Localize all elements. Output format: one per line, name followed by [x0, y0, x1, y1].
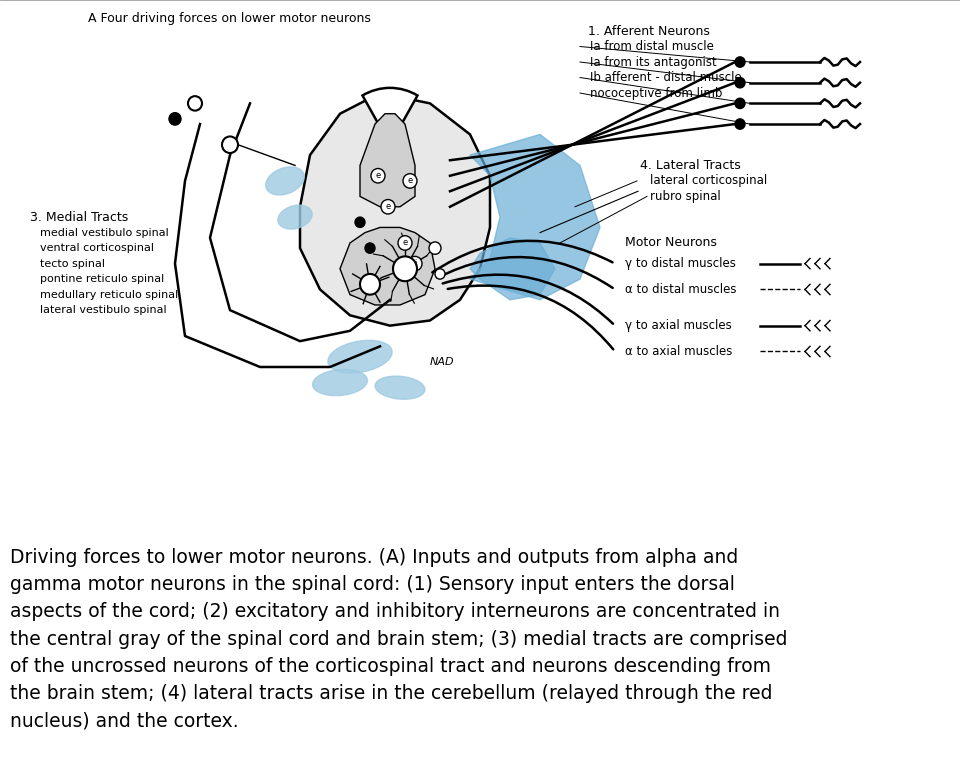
Polygon shape [300, 93, 490, 326]
Text: lateral corticospinal: lateral corticospinal [650, 174, 767, 187]
Text: A Four driving forces on lower motor neurons: A Four driving forces on lower motor neu… [88, 12, 371, 25]
Text: α to axial muscles: α to axial muscles [625, 345, 732, 358]
Ellipse shape [375, 376, 425, 400]
Text: lateral vestibulo spinal: lateral vestibulo spinal [40, 305, 167, 315]
Circle shape [360, 274, 380, 295]
Text: medial vestibulo spinal: medial vestibulo spinal [40, 228, 169, 237]
Circle shape [355, 217, 365, 228]
Circle shape [169, 113, 181, 125]
Text: 3. Medial Tracts: 3. Medial Tracts [30, 211, 129, 224]
Ellipse shape [266, 167, 304, 195]
Circle shape [403, 174, 417, 188]
Circle shape [735, 78, 745, 88]
Circle shape [222, 136, 238, 153]
Ellipse shape [277, 205, 312, 229]
Polygon shape [470, 135, 600, 300]
Circle shape [393, 256, 417, 282]
Text: rubro spinal: rubro spinal [650, 190, 721, 203]
Text: Driving forces to lower motor neurons. (A) Inputs and outputs from alpha and
gam: Driving forces to lower motor neurons. (… [10, 548, 787, 731]
Text: medullary reticulo spinal: medullary reticulo spinal [40, 290, 179, 300]
Text: i: i [414, 260, 417, 268]
Circle shape [735, 98, 745, 109]
Wedge shape [363, 88, 418, 145]
Polygon shape [340, 228, 435, 305]
Text: e: e [385, 202, 391, 212]
Text: e: e [402, 238, 408, 247]
Ellipse shape [313, 369, 368, 396]
Circle shape [408, 256, 422, 271]
Text: tecto spinal: tecto spinal [40, 259, 105, 269]
Text: Ib afferent - distal muscle: Ib afferent - distal muscle [590, 71, 742, 84]
Text: γ to axial muscles: γ to axial muscles [625, 319, 732, 332]
Polygon shape [470, 237, 555, 300]
Text: Motor Neurons: Motor Neurons [625, 237, 717, 250]
Ellipse shape [328, 340, 392, 373]
Polygon shape [360, 113, 415, 207]
Circle shape [381, 199, 395, 214]
Circle shape [435, 269, 445, 279]
Circle shape [365, 243, 375, 253]
Text: Ia from distal muscle: Ia from distal muscle [590, 40, 714, 53]
Text: e: e [375, 171, 380, 180]
Circle shape [429, 242, 441, 254]
Text: ventral corticospinal: ventral corticospinal [40, 243, 154, 253]
Circle shape [398, 236, 412, 250]
Circle shape [735, 57, 745, 67]
Text: 1. Afferent Neurons: 1. Afferent Neurons [588, 24, 709, 37]
Circle shape [371, 168, 385, 183]
Text: α to distal muscles: α to distal muscles [625, 283, 736, 296]
Text: γ to distal muscles: γ to distal muscles [625, 257, 736, 270]
Text: pontine reticulo spinal: pontine reticulo spinal [40, 274, 164, 284]
Text: Ia from its antagonist: Ia from its antagonist [590, 56, 717, 68]
Text: 4. Lateral Tracts: 4. Lateral Tracts [640, 159, 741, 172]
Text: NAD: NAD [430, 357, 455, 367]
Text: e: e [407, 177, 413, 186]
Circle shape [735, 119, 745, 129]
Text: nococeptive from limb: nococeptive from limb [590, 87, 722, 100]
Circle shape [188, 96, 202, 110]
